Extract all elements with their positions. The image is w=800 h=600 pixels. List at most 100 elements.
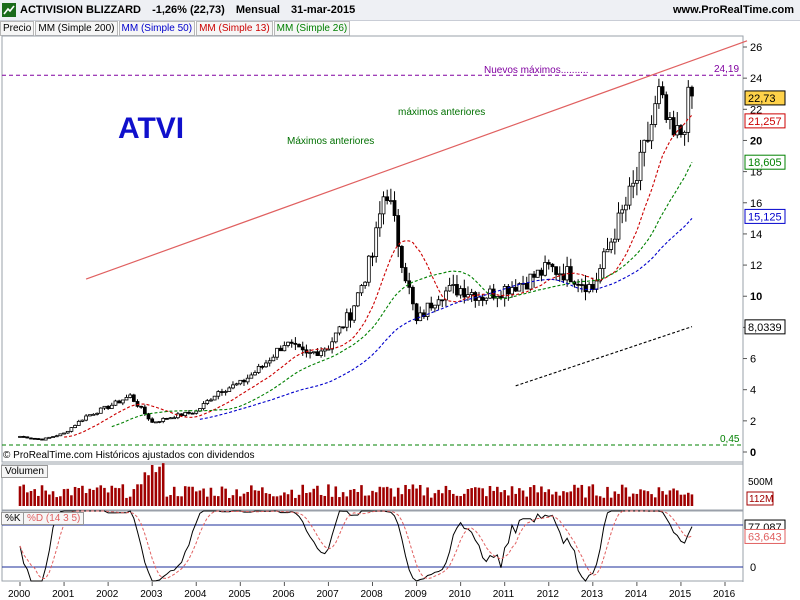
period-label: Mensual	[235, 4, 280, 16]
candle-body	[653, 103, 658, 125]
volume-bar	[664, 494, 668, 506]
volume-bar	[246, 491, 249, 506]
volume-bar	[228, 497, 231, 506]
support-value: 0,45	[720, 434, 740, 445]
candle-body	[150, 418, 155, 423]
candle-body	[242, 379, 246, 383]
candle-body	[278, 347, 283, 352]
volume-bar	[180, 496, 183, 506]
volume-bar	[668, 490, 672, 506]
volume-bar	[639, 489, 642, 506]
volume-bar	[503, 490, 506, 506]
y-tick-label: 22	[750, 104, 762, 116]
price-tag-box	[744, 90, 786, 106]
volume-bar	[499, 492, 503, 506]
x-tick-label: 2005	[228, 589, 251, 600]
candle-body	[256, 365, 261, 373]
candle-body	[587, 284, 592, 293]
volume-bar	[444, 485, 448, 506]
volume-bar	[466, 489, 470, 506]
volume-bar	[220, 486, 224, 506]
legend-ma50[interactable]: MM (Simple 50)	[118, 21, 196, 36]
candle-body	[657, 86, 661, 105]
legend-price[interactable]: Precio	[0, 21, 35, 36]
volume-bar	[22, 484, 25, 506]
legend-ma13[interactable]: MM (Simple 13)	[196, 21, 273, 36]
candle-body	[245, 377, 250, 383]
candle-body	[510, 287, 514, 295]
price-tag-box	[744, 113, 786, 129]
candle-body	[447, 285, 452, 292]
legend-ma200[interactable]: MM (Simple 200)	[35, 21, 118, 36]
candle-body	[260, 365, 265, 368]
candle-body	[275, 347, 279, 358]
volume-bar	[580, 484, 584, 506]
legend-ma26[interactable]: MM (Simple 26)	[273, 21, 351, 36]
volume-bar	[143, 472, 147, 506]
candle-body	[550, 263, 555, 268]
x-tick-label: 2010	[449, 589, 472, 600]
volume-bar	[661, 491, 664, 506]
candle-body	[315, 351, 320, 356]
candle-body	[385, 196, 390, 202]
volume-bar	[106, 492, 110, 506]
candle-body	[620, 209, 625, 214]
symbol-name: ACTIVISION BLIZZARD	[20, 4, 141, 16]
volume-bar	[363, 495, 367, 506]
volume-bar	[624, 487, 628, 506]
candle-body	[220, 391, 224, 393]
volume-bar	[609, 497, 613, 506]
stoch-k-label[interactable]: %K	[1, 512, 25, 525]
volume-bar	[562, 491, 565, 506]
ticker-label: ATVI	[118, 112, 184, 145]
volume-bar	[554, 491, 558, 506]
candle-body	[469, 292, 474, 295]
candle-body	[168, 417, 173, 420]
volume-bar	[44, 490, 47, 506]
candle-body	[675, 125, 680, 136]
chart-header: ACTIVISION BLIZZARD -1,26% (22,73) Mensu…	[0, 0, 800, 21]
resistance-value: 24,19	[714, 64, 739, 75]
candle-body	[135, 401, 140, 407]
volume-bar	[150, 464, 154, 506]
site-url[interactable]: www.ProRealTime.com	[672, 4, 794, 16]
volume-bar	[378, 486, 382, 506]
candle-body	[297, 343, 301, 348]
volume-bar	[169, 495, 172, 506]
candle-body	[289, 341, 294, 344]
price-tag-label: 22,73	[748, 93, 776, 105]
candle-body	[377, 213, 382, 229]
candle-body	[554, 266, 558, 275]
volume-bar	[448, 490, 451, 506]
volume-bar	[679, 494, 683, 506]
volume-bar	[66, 488, 70, 506]
volume-bar	[99, 485, 103, 506]
volume-bar	[301, 484, 305, 506]
y-tick-label: 2	[750, 416, 756, 428]
candle-body	[455, 284, 459, 296]
volume-bar	[88, 488, 92, 506]
prev-highs-label-1: Máximos anteriores	[287, 136, 374, 147]
volume-bar	[191, 486, 194, 506]
volume-bar	[213, 495, 216, 506]
candle-body	[187, 411, 191, 414]
volume-bar	[477, 487, 481, 506]
candle-body	[671, 117, 676, 136]
candle-body	[234, 383, 239, 386]
volume-bar	[84, 493, 88, 506]
volume-bar	[488, 486, 492, 506]
volume-panel-label[interactable]: Volumen	[1, 465, 48, 478]
candle-body	[161, 417, 166, 422]
volume-bar	[29, 490, 33, 506]
candle-body	[238, 379, 243, 385]
stoch-k-value: 77,087	[748, 522, 782, 534]
volume-bar	[400, 494, 404, 506]
stoch-d-label[interactable]: %D (14 3 5)	[23, 512, 85, 525]
volume-bar	[620, 484, 624, 506]
candle-body	[201, 403, 206, 409]
candle-body	[106, 405, 110, 409]
volume-bar	[77, 488, 81, 506]
candle-body	[451, 284, 456, 286]
volume-bar	[176, 496, 180, 506]
